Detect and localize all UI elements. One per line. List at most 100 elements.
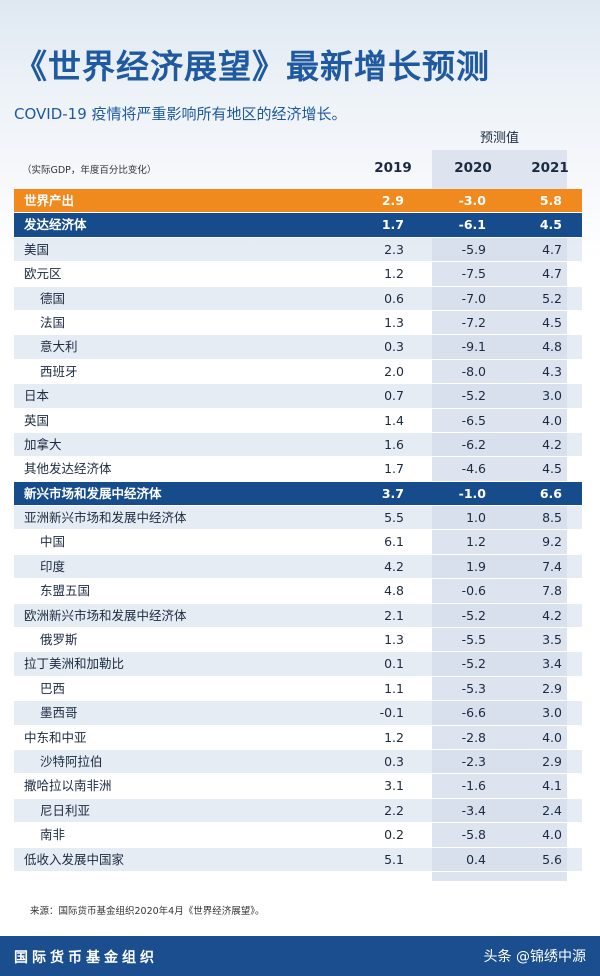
row-label: 意大利	[40, 339, 78, 355]
row-label: 西班牙	[40, 363, 78, 379]
row-value-2020: 1.2	[466, 534, 486, 550]
row-label: 美国	[24, 241, 50, 257]
row-label: 低收入发展中国家	[24, 851, 125, 867]
row-label: 世界产出	[24, 193, 75, 208]
row-value-2021: 9.2	[542, 534, 562, 550]
table-row: 亚洲新兴市场和发展中经济体 5.5 1.0 8.5	[14, 506, 582, 531]
row-value-2020: -9.1	[461, 339, 486, 355]
row-value-2019: 0.3	[384, 753, 404, 769]
row-value-2020: -4.6	[461, 461, 486, 477]
row-value-2021: 4.0	[542, 412, 562, 428]
table-row: 发达经济体 1.7 -6.1 4.5	[14, 213, 582, 238]
row-value-2020: -3.4	[461, 802, 486, 818]
row-label: 发达经济体	[24, 217, 87, 233]
row-value-2021: 4.5	[539, 217, 562, 233]
row-value-2021: 4.7	[542, 266, 562, 282]
row-value-2019: 6.1	[384, 534, 404, 550]
row-label: 德国	[40, 290, 66, 306]
row-label: 南非	[40, 827, 66, 843]
row-value-2020: -8.0	[461, 363, 486, 379]
row-label: 欧元区	[24, 266, 62, 282]
row-value-2021: 5.2	[542, 290, 562, 306]
page-subtitle: COVID-19 疫情将严重影响所有地区的经济增长。	[14, 105, 347, 123]
row-value-2019: 2.3	[384, 241, 404, 257]
row-label: 俄罗斯	[40, 632, 78, 648]
table-row: 南非 0.2 -5.8 4.0	[14, 823, 582, 848]
row-value-2021: 4.1	[542, 778, 562, 794]
row-value-2019: 1.3	[384, 632, 404, 648]
row-value-2021: 2.4	[542, 802, 562, 818]
table-row: 加拿大 1.6 -6.2 4.2	[14, 432, 582, 458]
table-row: 撒哈拉以南非洲 3.1 -1.6 4.1	[14, 774, 582, 799]
source-note: 来源：国际货币基金组织2020年4月《世界经济展望》。	[30, 906, 265, 917]
row-value-2020: -7.2	[461, 314, 486, 330]
row-value-2019: 1.7	[384, 461, 404, 477]
row-value-2019: 3.7	[381, 485, 404, 501]
row-label: 英国	[24, 412, 50, 428]
row-value-2020: -6.6	[461, 705, 486, 721]
row-value-2020: -2.8	[461, 729, 486, 745]
row-value-2021: 4.5	[542, 314, 562, 330]
table-row: 尼日利亚 2.2 -3.4 2.4	[14, 798, 582, 824]
row-value-2020: 0.4	[466, 851, 486, 867]
row-value-2021: 4.3	[542, 363, 562, 379]
footer-credit: 头条 @锦绣中源	[483, 949, 586, 965]
units-note: （实际GDP，年度百分比变化）	[22, 165, 157, 176]
row-value-2021: 8.5	[542, 510, 562, 526]
row-value-2021: 4.8	[542, 339, 562, 355]
row-value-2021: 3.5	[542, 632, 562, 648]
row-label: 撒哈拉以南非洲	[24, 778, 112, 794]
column-header-2019: 2019	[374, 160, 412, 176]
row-label: 印度	[40, 558, 66, 574]
table-row: 中东和中亚 1.2 -2.8 4.0	[14, 726, 582, 750]
row-value-2020: -7.5	[461, 266, 486, 282]
row-value-2019: 0.1	[384, 656, 404, 672]
row-value-2021: 4.0	[542, 729, 562, 745]
table-row: 英国 1.4 -6.5 4.0	[14, 409, 582, 433]
table-row: 俄罗斯 1.3 -5.5 3.5	[14, 628, 582, 653]
row-label: 东盟五国	[40, 583, 91, 599]
row-value-2021: 7.4	[542, 558, 562, 574]
table-row: 日本 0.7 -5.2 3.0	[14, 384, 582, 409]
row-value-2020: 1.9	[466, 558, 486, 574]
row-value-2021: 4.0	[542, 827, 562, 843]
table-row: 新兴市场和发展中经济体 3.7 -1.0 6.6	[14, 481, 582, 507]
row-value-2020: -2.3	[461, 753, 486, 769]
row-label: 拉丁美洲和加勒比	[24, 656, 125, 672]
row-value-2020: -5.9	[461, 241, 486, 257]
row-value-2021: 4.7	[542, 241, 562, 257]
table-row: 欧洲新兴市场和发展中经济体 2.1 -5.2 4.2	[14, 603, 582, 629]
row-value-2021: 3.0	[542, 705, 562, 721]
row-label: 日本	[24, 388, 50, 404]
footer-bar: 国际货币基金组织 头条 @锦绣中源	[0, 936, 600, 976]
row-label: 尼日利亚	[40, 802, 91, 818]
row-value-2020: -5.2	[461, 388, 486, 404]
table-row: 其他发达经济体 1.7 -4.6 4.5	[14, 457, 582, 482]
row-value-2020: -6.5	[461, 412, 486, 428]
row-label: 墨西哥	[40, 705, 78, 721]
table-row: 欧元区 1.2 -7.5 4.7	[14, 262, 582, 287]
row-value-2019: -0.1	[379, 705, 404, 721]
row-value-2020: -5.2	[461, 656, 486, 672]
row-value-2020: -3.0	[458, 193, 486, 208]
row-label: 其他发达经济体	[24, 461, 112, 477]
table-row: 西班牙 2.0 -8.0 4.3	[14, 360, 582, 385]
row-label: 欧洲新兴市场和发展中经济体	[24, 607, 187, 623]
row-value-2020: -6.2	[461, 436, 486, 452]
row-value-2019: 2.0	[384, 363, 404, 379]
row-value-2020: -5.8	[461, 827, 486, 843]
row-value-2019: 3.1	[384, 778, 404, 794]
row-label: 中国	[40, 534, 66, 550]
table-row: 印度 4.2 1.9 7.4	[14, 554, 582, 580]
row-value-2020: -7.0	[461, 290, 486, 306]
row-value-2020: 1.0	[466, 510, 486, 526]
table-row: 东盟五国 4.8 -0.6 7.8	[14, 579, 582, 604]
row-value-2019: 0.3	[384, 339, 404, 355]
row-value-2021: 3.4	[542, 656, 562, 672]
row-label: 法国	[40, 314, 66, 330]
table-row: 德国 0.6 -7.0 5.2	[14, 286, 582, 311]
row-value-2020: -6.1	[458, 217, 486, 233]
row-value-2019: 4.2	[384, 558, 404, 574]
row-value-2021: 6.6	[539, 485, 562, 501]
